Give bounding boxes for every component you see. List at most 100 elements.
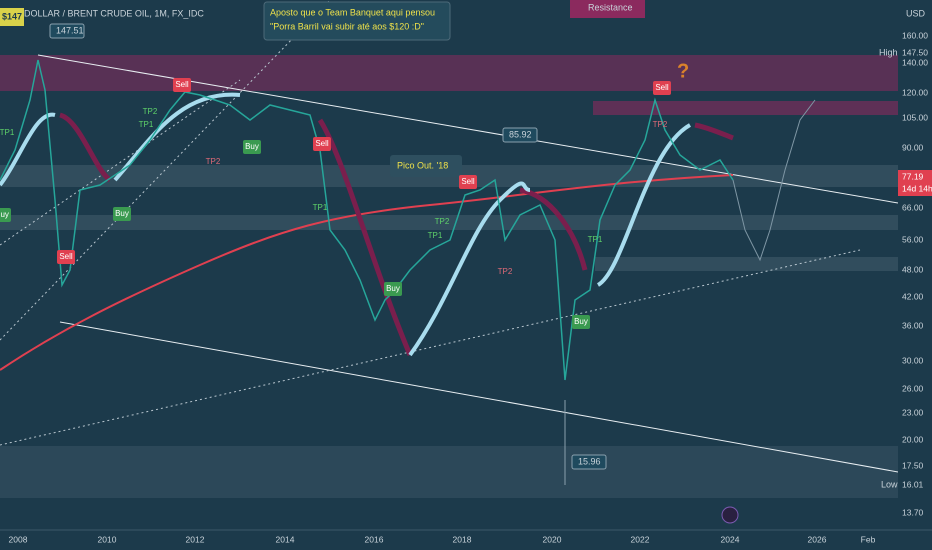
- label-box: [49, 23, 85, 39]
- price-tick-label: 42.00: [902, 291, 924, 301]
- support-zone: [0, 446, 898, 498]
- time-tick-label: Feb: [861, 534, 876, 544]
- time-tick-label: 2014: [276, 534, 295, 544]
- signal-label: TP2: [206, 157, 221, 166]
- low-2020: 15.96: [578, 456, 601, 466]
- price-tick-label: 140.00: [902, 57, 928, 67]
- time-tick-label: 2016: [365, 534, 384, 544]
- time-tick-label: 2024: [721, 534, 740, 544]
- comment: Aposto que o Team Banquet aqui pensou: [270, 7, 435, 17]
- trend-line: [0, 0, 331, 341]
- time-tick-label: 2022: [631, 534, 650, 544]
- support-zone: [0, 215, 898, 230]
- signal-label: TP2: [143, 107, 158, 116]
- signal-label: Buy: [245, 142, 259, 151]
- signal-box: [57, 250, 75, 264]
- price-tick-label: 160.00: [902, 30, 928, 40]
- label-box: [571, 454, 607, 470]
- price-tick-label: 17.50: [902, 460, 924, 470]
- signal-box: [173, 78, 191, 92]
- question-mark: ?: [677, 60, 689, 82]
- trend-band: [519, 187, 588, 271]
- comment: "Porra Barril vai subir até aos $120 :D": [270, 21, 424, 31]
- time-tick-label: 2008: [9, 534, 28, 544]
- trend-band: [694, 122, 734, 141]
- signal-box: [384, 282, 402, 296]
- signal-label: TP2: [498, 267, 513, 276]
- label-box: [502, 127, 538, 143]
- trend-band: [58, 112, 112, 183]
- signal-label: Sell: [315, 139, 329, 148]
- resistance-label: Resistance: [588, 2, 633, 12]
- resistance-zone: [0, 55, 898, 91]
- signal-label: Sell: [461, 177, 475, 186]
- signal-label: Sell: [175, 80, 189, 89]
- signal-box: [0, 208, 11, 222]
- signal-label: Sell: [655, 83, 669, 92]
- trend-band: [0, 92, 692, 357]
- signal-box: [459, 175, 477, 189]
- currency: USD: [906, 8, 926, 18]
- trend-line: [59, 321, 899, 473]
- time-tick-label: 2026: [808, 534, 827, 544]
- price-tick-label: 56.00: [902, 234, 924, 244]
- price-tick-label: 30.00: [902, 355, 924, 365]
- peak-2018: 85.92: [509, 129, 532, 139]
- trend-line: [0, 249, 861, 446]
- signal-box: [313, 137, 331, 151]
- signal-label: TP1: [313, 203, 328, 212]
- price-tick-label: 36.00: [902, 320, 924, 330]
- peak-tag: $147: [2, 11, 22, 21]
- signal-box: [572, 315, 590, 329]
- countdown: 14d 14h: [902, 183, 932, 193]
- signal-box: [653, 81, 671, 95]
- signal-label: TP1: [588, 235, 603, 244]
- signal-label: TP1: [428, 231, 443, 240]
- high-label: High: [879, 47, 898, 57]
- last-price-box: [898, 170, 932, 196]
- signal-label: Buy: [115, 209, 129, 218]
- price-tick-label: 20.00: [902, 434, 924, 444]
- price-tick-label: 13.70: [902, 507, 924, 517]
- last-price: 77.19: [902, 171, 924, 181]
- price-line: [0, 59, 734, 381]
- signal-label: TP1: [0, 128, 15, 137]
- price-tick-label: 23.00: [902, 407, 924, 417]
- high-value: 147.50: [902, 47, 928, 57]
- projection: [732, 99, 816, 262]
- price-axis: [898, 0, 932, 530]
- time-tick-label: 2018: [453, 534, 472, 544]
- time-tick-label: 2010: [98, 534, 117, 544]
- price-tick-label: 120.00: [902, 87, 928, 97]
- low-value: 16.01: [902, 479, 924, 489]
- tag-box: [0, 8, 24, 26]
- price-tick-label: 90.00: [902, 142, 924, 152]
- signal-label: Buy: [386, 284, 400, 293]
- price-tick-label: 105.00: [902, 112, 928, 122]
- resistance-box: [570, 0, 645, 18]
- signal-box: [113, 207, 131, 221]
- event-icon[interactable]: [721, 506, 739, 524]
- signal-label: Buy: [0, 210, 9, 219]
- time-tick-label: 2012: [186, 534, 205, 544]
- peak-2018-note: Pico Out. '18: [397, 160, 448, 170]
- signal-label: TP2: [653, 120, 668, 129]
- signal-label: TP2: [435, 217, 450, 226]
- price-tick-label: 66.00: [902, 202, 924, 212]
- comment-box: [263, 1, 451, 41]
- price-tick-label: 26.00: [902, 383, 924, 393]
- signal-label: Buy: [574, 317, 588, 326]
- symbol-title: U.S. DOLLAR / BRENT CRUDE OIL, 1M, FX_ID…: [4, 8, 204, 18]
- low-label: Low: [881, 479, 898, 489]
- peak-label: 147.51: [56, 25, 84, 35]
- resistance-zone: [593, 101, 898, 115]
- note-box: [390, 155, 462, 177]
- signal-label: TP1: [139, 120, 154, 129]
- moving-average: [0, 174, 734, 371]
- trend-line: [0, 79, 241, 246]
- price-tick-label: 48.00: [902, 264, 924, 274]
- time-tick-label: 2020: [543, 534, 562, 544]
